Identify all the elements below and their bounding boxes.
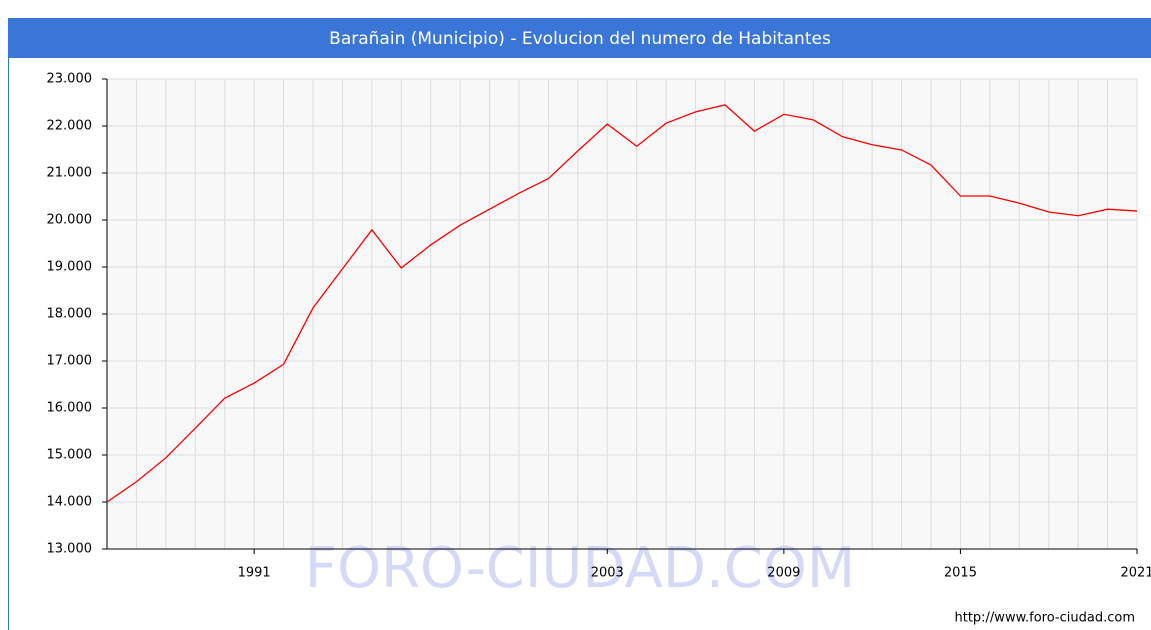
y-tick-label: 14.000 [47, 495, 93, 510]
y-tick-label: 16.000 [47, 401, 93, 416]
watermark: FORO-CIUDAD.COM [305, 536, 856, 601]
chart-title: Barañain (Municipio) - Evolucion del num… [329, 29, 831, 49]
x-tick-label: 2009 [767, 566, 800, 581]
x-tick-label: 2015 [944, 566, 977, 581]
y-tick-label: 18.000 [47, 307, 93, 322]
x-tick-label: 2021 [1120, 566, 1151, 581]
y-tick-label: 15.000 [47, 448, 93, 463]
y-tick-label: 21.000 [47, 166, 93, 181]
y-tick-label: 13.000 [47, 542, 93, 557]
y-tick-label: 22.000 [47, 119, 93, 134]
source-url: http://www.foro-ciudad.com [954, 611, 1135, 626]
title-bar [8, 18, 1151, 58]
y-tick-label: 23.000 [47, 72, 93, 87]
x-tick-label: 1991 [238, 566, 271, 581]
y-tick-label: 19.000 [47, 260, 93, 275]
y-tick-label: 20.000 [47, 213, 93, 228]
data-line [106, 104, 1138, 503]
y-tick-label: 17.000 [47, 354, 93, 369]
x-tick-label: 2003 [591, 566, 624, 581]
